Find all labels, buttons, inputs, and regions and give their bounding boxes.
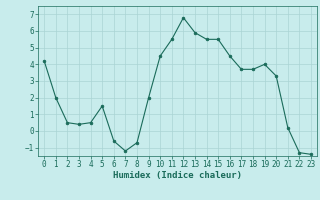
X-axis label: Humidex (Indice chaleur): Humidex (Indice chaleur)	[113, 171, 242, 180]
